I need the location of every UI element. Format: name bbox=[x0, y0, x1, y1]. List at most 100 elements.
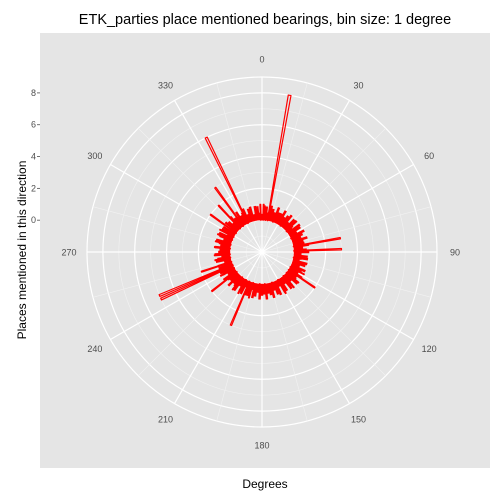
center-bar bbox=[239, 279, 249, 295]
center-bar bbox=[218, 262, 233, 270]
bar bbox=[200, 260, 233, 273]
center-bar bbox=[229, 272, 240, 282]
center-bar bbox=[218, 231, 234, 241]
radial-tick-label: 6 bbox=[31, 120, 36, 130]
minor-grid-spoke bbox=[261, 251, 308, 422]
center-bar bbox=[270, 211, 277, 223]
major-grid-spoke bbox=[110, 251, 263, 341]
center-bar bbox=[233, 277, 245, 292]
minor-grid-spoke bbox=[92, 251, 263, 298]
center-bar bbox=[217, 255, 231, 261]
center-bar bbox=[244, 281, 252, 296]
center-bar bbox=[278, 278, 289, 292]
center-bar bbox=[241, 208, 251, 224]
bar bbox=[214, 186, 245, 228]
center-bar bbox=[238, 278, 246, 287]
angle-tick-labels: 0 30 60 90 120 150 180 210 240 270 300 330 bbox=[61, 55, 460, 451]
bar bbox=[282, 274, 295, 289]
minor-grid-spoke bbox=[138, 128, 263, 253]
center-bar bbox=[289, 265, 303, 274]
center-bar bbox=[275, 212, 283, 225]
angle-tick-label: 150 bbox=[351, 415, 366, 425]
center-bar bbox=[269, 208, 275, 222]
bar bbox=[214, 256, 232, 262]
radial-tick-label: 0 bbox=[31, 215, 36, 225]
center-bar bbox=[246, 213, 252, 223]
center-bar bbox=[279, 215, 290, 227]
center-bar bbox=[223, 238, 233, 244]
center-bar bbox=[293, 254, 308, 259]
angle-tick-label: 240 bbox=[87, 344, 102, 354]
center-bar bbox=[288, 268, 303, 280]
center-bar bbox=[255, 206, 260, 221]
center-bar bbox=[214, 252, 231, 256]
bar bbox=[285, 271, 300, 284]
center-bar bbox=[273, 212, 281, 224]
center-bar bbox=[232, 274, 242, 285]
radial-tick-label: 4 bbox=[31, 152, 36, 162]
radial-tick-label: 2 bbox=[31, 183, 36, 193]
center-bar bbox=[253, 283, 259, 297]
center-bar bbox=[229, 227, 237, 235]
center-bar bbox=[214, 245, 231, 250]
center-bar bbox=[233, 275, 243, 287]
center-bar bbox=[262, 205, 266, 221]
bar bbox=[229, 280, 251, 327]
bar bbox=[293, 247, 343, 252]
center-bar bbox=[246, 208, 254, 223]
center-bar bbox=[222, 266, 236, 276]
center-bar bbox=[258, 283, 262, 300]
angle-tick-label: 180 bbox=[254, 441, 269, 451]
bar bbox=[158, 263, 234, 298]
bars-layer bbox=[158, 94, 343, 327]
center-bar bbox=[252, 213, 257, 222]
bar bbox=[237, 278, 247, 295]
bar bbox=[247, 281, 255, 299]
center-bar bbox=[240, 212, 249, 225]
center-bar bbox=[293, 248, 307, 252]
angle-tick-label: 330 bbox=[158, 80, 173, 90]
center-bar bbox=[270, 281, 276, 291]
center-bar bbox=[288, 226, 301, 236]
center-bar bbox=[219, 265, 235, 275]
center-bar bbox=[222, 269, 237, 281]
center-bar bbox=[217, 260, 233, 268]
center-bar bbox=[220, 244, 231, 249]
center-bar bbox=[289, 229, 305, 239]
center-bar bbox=[232, 222, 241, 231]
center-bar bbox=[227, 220, 240, 232]
center-bar bbox=[234, 211, 246, 226]
bar bbox=[231, 276, 244, 291]
center-bar bbox=[290, 263, 306, 273]
center-bar bbox=[283, 218, 296, 231]
center-bar bbox=[283, 273, 292, 282]
center-bar bbox=[291, 235, 302, 242]
center-bar bbox=[253, 205, 259, 221]
center-bar bbox=[281, 214, 293, 229]
center-bar bbox=[287, 223, 301, 235]
center-bar bbox=[282, 274, 294, 287]
center-bar bbox=[273, 280, 283, 296]
center-bar bbox=[219, 248, 231, 252]
center-bar bbox=[272, 207, 281, 223]
center-bar bbox=[221, 227, 236, 238]
center-bar bbox=[291, 236, 308, 244]
center-bar bbox=[227, 268, 236, 276]
center-bar bbox=[256, 283, 260, 293]
chart-title: ETK_parties place mentioned bearings, bi… bbox=[78, 12, 452, 28]
angle-tick-label: 30 bbox=[353, 80, 363, 90]
center-bar bbox=[291, 260, 306, 268]
bar bbox=[209, 213, 238, 235]
center-bar bbox=[292, 241, 305, 247]
major-grid-spoke bbox=[110, 163, 263, 253]
major-grid-spoke bbox=[261, 163, 414, 253]
center-bar bbox=[215, 238, 232, 245]
center-bar bbox=[291, 262, 301, 268]
center-bar bbox=[221, 254, 231, 258]
x-axis-label: Degrees bbox=[242, 477, 288, 491]
bar bbox=[216, 233, 234, 241]
major-grid-spoke bbox=[261, 251, 351, 404]
center-bar bbox=[222, 225, 236, 236]
bar bbox=[292, 236, 342, 248]
